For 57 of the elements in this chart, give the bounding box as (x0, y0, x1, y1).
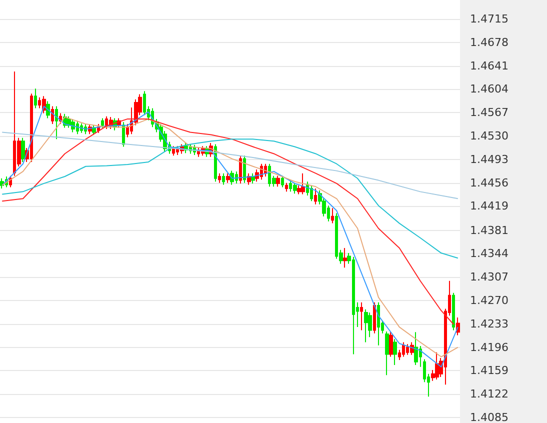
y-tick-label: 1.4085 (470, 411, 508, 423)
candlestick (393, 338, 397, 366)
candlestick (389, 332, 393, 358)
candlestick (373, 302, 376, 334)
candlestick (134, 98, 138, 126)
candlestick (101, 118, 104, 128)
candlestick (285, 182, 288, 192)
candlestick (314, 188, 317, 205)
candlestick (293, 182, 297, 194)
candlestick (435, 352, 439, 380)
y-tick-label: 1.4307 (470, 270, 508, 284)
candlestick (251, 172, 255, 184)
y-tick-label: 1.4678 (470, 36, 508, 49)
candlestick (218, 172, 221, 184)
candlestick (239, 155, 242, 184)
candlestick (172, 146, 175, 156)
candlestick (51, 106, 54, 124)
line-series (2, 132, 458, 200)
candlestick (55, 106, 58, 140)
y-tick-label: 1.4344 (470, 247, 508, 260)
y-tick-label: 1.4122 (470, 388, 508, 401)
y-tick-label: 1.4233 (470, 317, 508, 330)
candlestick (414, 332, 418, 366)
y-tick-label: 1.4456 (470, 176, 508, 190)
y-tick-label: 1.4270 (470, 294, 508, 307)
y-tick-label: 1.4381 (470, 224, 508, 237)
candlestick (214, 144, 217, 182)
y-tick-label: 1.4196 (470, 340, 508, 354)
candlestick (34, 88, 37, 109)
candlestick (364, 308, 368, 343)
line-series (2, 138, 458, 259)
candlestick (310, 184, 313, 202)
candlestick (21, 137, 25, 162)
candlestick (402, 342, 405, 358)
candlestick (243, 155, 246, 184)
candlestick (360, 302, 363, 331)
candlestick (281, 175, 284, 188)
candlestick (456, 317, 460, 336)
candlestick (301, 172, 305, 195)
y-tick-label: 1.4159 (470, 364, 508, 378)
candlestick (276, 175, 280, 188)
y-tick-label: 1.4493 (470, 152, 508, 166)
y-tick-label: 1.4604 (470, 82, 508, 96)
y-tick-label: 1.4567 (470, 106, 508, 120)
candlestick (377, 302, 380, 346)
candlestick (331, 208, 334, 224)
y-tick-label: 1.4530 (470, 130, 508, 143)
y-tick-label: 1.4641 (470, 59, 508, 72)
candlestick (343, 247, 347, 268)
candlestick (368, 312, 372, 338)
candlestick (385, 330, 389, 376)
candlestick (226, 172, 230, 184)
y-tick-label: 1.4419 (470, 200, 508, 213)
y-tick-label: 1.4715 (470, 12, 508, 26)
candlestick (222, 172, 225, 186)
candlestick (452, 292, 455, 331)
candlestick (143, 90, 146, 116)
